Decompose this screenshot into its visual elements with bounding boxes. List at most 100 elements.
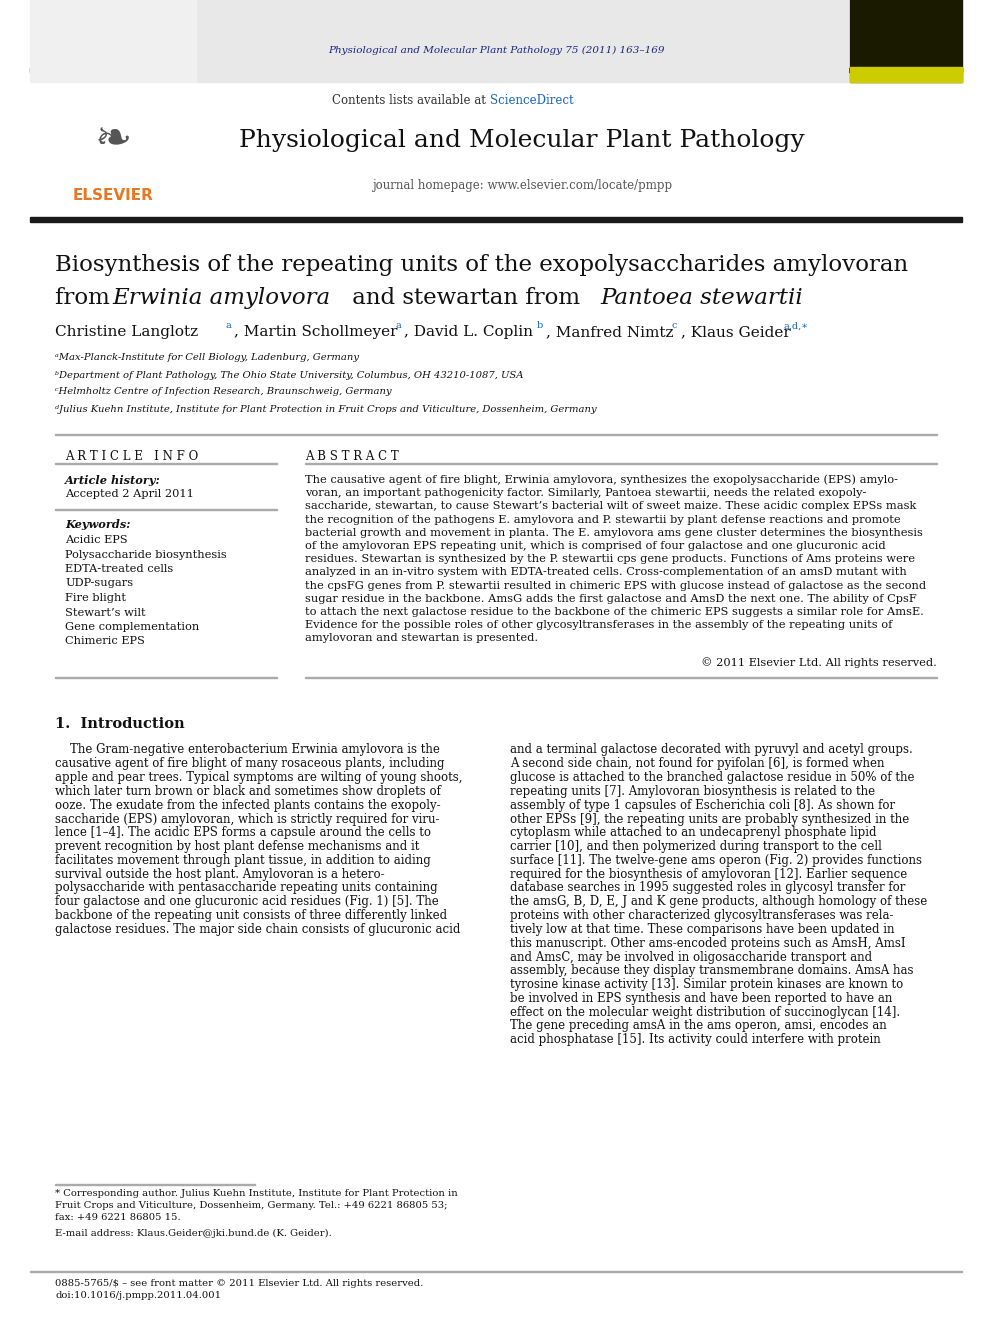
Text: * Corresponding author. Julius Kuehn Institute, Institute for Plant Protection i: * Corresponding author. Julius Kuehn Ins… — [55, 1188, 457, 1197]
Text: Contents lists available at: Contents lists available at — [332, 94, 490, 106]
Text: Gene complementation: Gene complementation — [65, 622, 199, 632]
Text: doi:10.1016/j.pmpp.2011.04.001: doi:10.1016/j.pmpp.2011.04.001 — [55, 1291, 221, 1301]
Text: , David L. Coplin: , David L. Coplin — [404, 325, 533, 339]
Text: carrier [10], and then polymerized during transport to the cell: carrier [10], and then polymerized durin… — [510, 840, 882, 853]
Text: Accepted 2 April 2011: Accepted 2 April 2011 — [65, 490, 193, 499]
Text: residues. Stewartan is synthesized by the P. stewartii cps gene products. Functi: residues. Stewartan is synthesized by th… — [305, 554, 915, 564]
Text: facilitates movement through plant tissue, in addition to aiding: facilitates movement through plant tissu… — [55, 853, 431, 867]
Text: , Manfred Nimtz: , Manfred Nimtz — [546, 325, 674, 339]
Text: , Martin Schollmeyer: , Martin Schollmeyer — [234, 325, 398, 339]
Text: ScienceDirect: ScienceDirect — [490, 94, 573, 106]
Text: acid phosphatase [15]. Its activity could interfere with protein: acid phosphatase [15]. Its activity coul… — [510, 1033, 881, 1046]
Text: c: c — [672, 321, 678, 331]
Text: saccharide (EPS) amylovoran, which is strictly required for viru-: saccharide (EPS) amylovoran, which is st… — [55, 812, 439, 826]
Text: of the amylovoran EPS repeating unit, which is comprised of four galactose and o: of the amylovoran EPS repeating unit, wh… — [305, 541, 886, 550]
Bar — [196, 0, 848, 82]
Text: a: a — [225, 321, 231, 331]
Text: Christine Langlotz: Christine Langlotz — [55, 325, 198, 339]
Text: Fire blight: Fire blight — [65, 593, 126, 603]
Text: Stewart’s wilt: Stewart’s wilt — [65, 607, 146, 618]
Bar — [30, 67, 962, 71]
Text: The Gram-negative enterobacterium Erwinia amylovora is the: The Gram-negative enterobacterium Erwini… — [55, 744, 439, 757]
Bar — [30, 217, 962, 222]
Text: Physiological and Molecular Plant Pathology: Physiological and Molecular Plant Pathol… — [239, 128, 805, 152]
Text: ᵃMax-Planck-Institute for Cell Biology, Ladenburg, Germany: ᵃMax-Planck-Institute for Cell Biology, … — [55, 353, 359, 363]
Text: The gene preceding amsA in the ams operon, amsi, encodes an: The gene preceding amsA in the ams opero… — [510, 1020, 887, 1032]
Text: bacterial growth and movement in planta. The E. amylovora ams gene cluster deter: bacterial growth and movement in planta.… — [305, 528, 923, 538]
Text: and a terminal galactose decorated with pyruvyl and acetyl groups.: and a terminal galactose decorated with … — [510, 744, 913, 757]
Text: A B S T R A C T: A B S T R A C T — [305, 450, 399, 463]
Text: amylovoran and stewartan is presented.: amylovoran and stewartan is presented. — [305, 634, 538, 643]
Text: journal homepage: www.elsevier.com/locate/pmpp: journal homepage: www.elsevier.com/locat… — [372, 179, 672, 192]
Text: tively low at that time. These comparisons have been updated in: tively low at that time. These compariso… — [510, 923, 895, 935]
Text: b: b — [537, 321, 544, 331]
Text: Erwinia amylovora: Erwinia amylovora — [112, 287, 330, 310]
Text: A second side chain, not found for pyifolan [6], is formed when: A second side chain, not found for pyifo… — [510, 757, 885, 770]
Text: Evidence for the possible roles of other glycosyltransferases in the assembly of: Evidence for the possible roles of other… — [305, 620, 893, 630]
Text: sugar residue in the backbone. AmsG adds the first galactose and AmsD the next o: sugar residue in the backbone. AmsG adds… — [305, 594, 917, 603]
Text: the recognition of the pathogens E. amylovora and P. stewartii by plant defense : the recognition of the pathogens E. amyl… — [305, 515, 901, 525]
Text: prevent recognition by host plant defense mechanisms and it: prevent recognition by host plant defens… — [55, 840, 420, 853]
Text: A R T I C L E   I N F O: A R T I C L E I N F O — [65, 450, 198, 463]
Text: lence [1–4]. The acidic EPS forms a capsule around the cells to: lence [1–4]. The acidic EPS forms a caps… — [55, 827, 431, 839]
Text: the cpsFG genes from P. stewartii resulted in chimeric EPS with glucose instead : the cpsFG genes from P. stewartii result… — [305, 581, 927, 590]
Text: required for the biosynthesis of amylovoran [12]. Earlier sequence: required for the biosynthesis of amylovo… — [510, 868, 908, 881]
Text: PMPP: PMPP — [875, 115, 936, 135]
Text: other EPSs [9], the repeating units are probably synthesized in the: other EPSs [9], the repeating units are … — [510, 812, 910, 826]
Text: backbone of the repeating unit consists of three differently linked: backbone of the repeating unit consists … — [55, 909, 447, 922]
Text: ELSEVIER: ELSEVIER — [72, 188, 154, 202]
Text: which later turn brown or black and sometimes show droplets of: which later turn brown or black and some… — [55, 785, 440, 798]
Text: Pantoea stewartii: Pantoea stewartii — [600, 287, 803, 310]
Text: glucose is attached to the branched galactose residue in 50% of the: glucose is attached to the branched gala… — [510, 771, 915, 785]
Text: a: a — [395, 321, 401, 331]
Text: proteins with other characterized glycosyltransferases was rela-: proteins with other characterized glycos… — [510, 909, 894, 922]
Text: The causative agent of fire blight, Erwinia amylovora, synthesizes the exopolysa: The causative agent of fire blight, Erwi… — [305, 475, 898, 486]
Text: be involved in EPS synthesis and have been reported to have an: be involved in EPS synthesis and have be… — [510, 992, 893, 1005]
Text: saccharide, stewartan, to cause Stewart’s bacterial wilt of sweet maize. These a: saccharide, stewartan, to cause Stewart’… — [305, 501, 917, 512]
Text: voran, an important pathogenicity factor. Similarly, Pantoea stewartii, needs th: voran, an important pathogenicity factor… — [305, 488, 866, 499]
Text: and AmsC, may be involved in oligosaccharide transport and: and AmsC, may be involved in oligosaccha… — [510, 950, 872, 963]
Text: EDTA-treated cells: EDTA-treated cells — [65, 564, 174, 574]
Text: UDP-sugars: UDP-sugars — [65, 578, 133, 589]
Text: analyzed in an in-vitro system with EDTA-treated cells. Cross-complementation of: analyzed in an in-vitro system with EDTA… — [305, 568, 907, 577]
Text: ᶜHelmholtz Centre of Infection Research, Braunschweig, Germany: ᶜHelmholtz Centre of Infection Research,… — [55, 388, 392, 397]
Text: Article history:: Article history: — [65, 475, 161, 486]
Text: 1.  Introduction: 1. Introduction — [55, 717, 185, 732]
Text: survival outside the host plant. Amylovoran is a hetero-: survival outside the host plant. Amylovo… — [55, 868, 385, 881]
Text: Chimeric EPS: Chimeric EPS — [65, 636, 145, 647]
Text: apple and pear trees. Typical symptoms are wilting of young shoots,: apple and pear trees. Typical symptoms a… — [55, 771, 462, 785]
Text: Acidic EPS: Acidic EPS — [65, 534, 128, 545]
Text: a,d,∗: a,d,∗ — [784, 321, 808, 331]
Bar — [30, 0, 196, 82]
Text: from: from — [55, 287, 117, 310]
Text: tyrosine kinase activity [13]. Similar protein kinases are known to: tyrosine kinase activity [13]. Similar p… — [510, 978, 904, 991]
Text: Polysaccharide biosynthesis: Polysaccharide biosynthesis — [65, 549, 227, 560]
Text: ᵇDepartment of Plant Pathology, The Ohio State University, Columbus, OH 43210-10: ᵇDepartment of Plant Pathology, The Ohio… — [55, 370, 524, 380]
Text: effect on the molecular weight distribution of succinoglycan [14].: effect on the molecular weight distribut… — [510, 1005, 900, 1019]
Text: repeating units [7]. Amylovoran biosynthesis is related to the: repeating units [7]. Amylovoran biosynth… — [510, 785, 875, 798]
Text: 0885-5765/$ – see front matter © 2011 Elsevier Ltd. All rights reserved.: 0885-5765/$ – see front matter © 2011 El… — [55, 1278, 424, 1287]
Text: this manuscript. Other ams-encoded proteins such as AmsH, AmsI: this manuscript. Other ams-encoded prote… — [510, 937, 906, 950]
Text: Biosynthesis of the repeating units of the exopolysaccharides amylovoran: Biosynthesis of the repeating units of t… — [55, 254, 908, 277]
Text: the amsG, B, D, E, J and K gene products, although homology of these: the amsG, B, D, E, J and K gene products… — [510, 896, 928, 909]
Text: assembly of type 1 capsules of Escherichia coli [8]. As shown for: assembly of type 1 capsules of Escherich… — [510, 799, 895, 812]
Text: ❧: ❧ — [94, 119, 132, 161]
Text: surface [11]. The twelve-gene ams operon (Fig. 2) provides functions: surface [11]. The twelve-gene ams operon… — [510, 853, 922, 867]
Text: four galactose and one glucuronic acid residues (Fig. 1) [5]. The: four galactose and one glucuronic acid r… — [55, 896, 438, 909]
Text: ᵈJulius Kuehn Institute, Institute for Plant Protection in Fruit Crops and Vitic: ᵈJulius Kuehn Institute, Institute for P… — [55, 405, 596, 414]
Text: E-mail address: Klaus.Geider@jki.bund.de (K. Geider).: E-mail address: Klaus.Geider@jki.bund.de… — [55, 1229, 331, 1237]
Text: , Klaus Geider: , Klaus Geider — [681, 325, 791, 339]
Text: © 2011 Elsevier Ltd. All rights reserved.: © 2011 Elsevier Ltd. All rights reserved… — [701, 658, 937, 668]
Bar — [850, 0, 962, 82]
Text: to attach the next galactose residue to the backbone of the chimeric EPS suggest: to attach the next galactose residue to … — [305, 607, 924, 617]
Text: polysaccharide with pentasaccharide repeating units containing: polysaccharide with pentasaccharide repe… — [55, 881, 437, 894]
Text: cytoplasm while attached to an undecaprenyl phosphate lipid: cytoplasm while attached to an undecapre… — [510, 827, 877, 839]
Text: database searches in 1995 suggested roles in glycosyl transfer for: database searches in 1995 suggested role… — [510, 881, 906, 894]
Text: Fruit Crops and Viticulture, Dossenheim, Germany. Tel.: +49 6221 86805 53;: Fruit Crops and Viticulture, Dossenheim,… — [55, 1201, 447, 1211]
Text: Physiological and Molecular Plant Pathology 75 (2011) 163–169: Physiological and Molecular Plant Pathol… — [327, 45, 665, 54]
Text: and stewartan from: and stewartan from — [345, 287, 587, 310]
Text: ooze. The exudate from the infected plants contains the exopoly-: ooze. The exudate from the infected plan… — [55, 799, 440, 812]
Bar — [850, 67, 962, 82]
Text: assembly, because they display transmembrane domains. AmsA has: assembly, because they display transmemb… — [510, 964, 914, 978]
Text: causative agent of fire blight of many rosaceous plants, including: causative agent of fire blight of many r… — [55, 757, 444, 770]
